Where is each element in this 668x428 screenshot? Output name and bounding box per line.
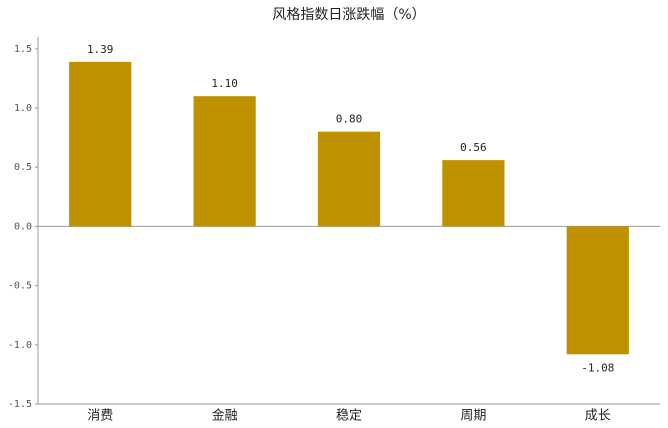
y-tick-label: -0.5 (8, 281, 32, 292)
x-tick-label: 金融 (212, 408, 238, 424)
y-tick-label: 1.5 (14, 44, 32, 55)
y-tick-label: -1.5 (8, 399, 32, 410)
x-tick-label: 消费 (87, 409, 113, 424)
x-tick-label: 成长 (585, 409, 611, 424)
y-tick-label: 1.0 (14, 103, 32, 114)
y-tick-label: 0.5 (14, 162, 32, 173)
y-tick-label: -1.0 (8, 340, 32, 351)
bar (317, 131, 381, 227)
bar (566, 226, 629, 355)
x-tick-label: 周期 (460, 409, 486, 424)
y-tick-label: 0.0 (14, 221, 32, 232)
value-label: 1.10 (211, 77, 238, 90)
bar (193, 96, 256, 227)
value-label: 1.39 (87, 43, 114, 56)
x-tick-label: 稳定 (336, 408, 362, 424)
value-label: 0.56 (460, 141, 487, 154)
value-label: 0.80 (336, 113, 363, 126)
chart-title: 风格指数日涨跌幅（%） (272, 7, 425, 23)
bar (69, 61, 132, 227)
value-label: -1.08 (581, 361, 614, 374)
bar (442, 160, 505, 227)
